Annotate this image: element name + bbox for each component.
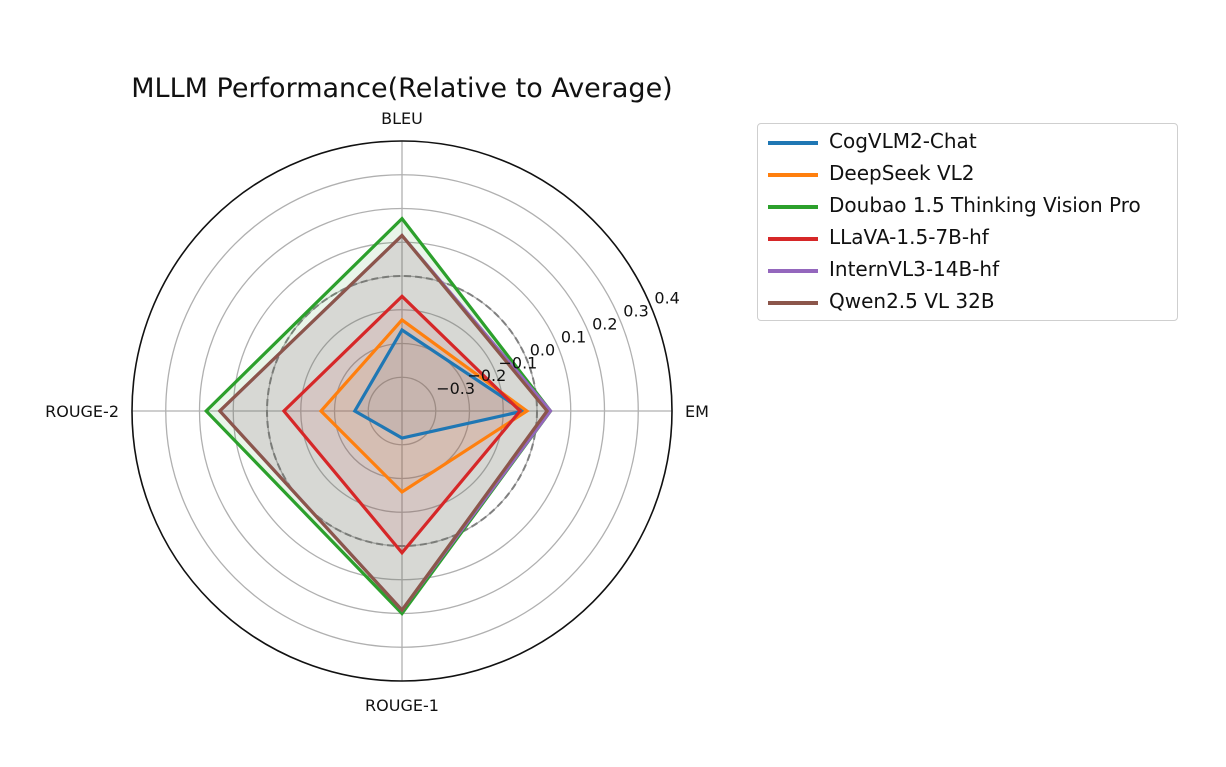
radial-tick-label: 0.2	[592, 315, 617, 334]
legend-label: Doubao 1.5 Thinking Vision Pro	[829, 193, 1141, 217]
radial-tick-label: 0.3	[623, 302, 648, 321]
series-fill	[219, 235, 551, 611]
axis-label: BLEU	[381, 109, 423, 128]
axis-label: ROUGE-2	[45, 402, 119, 421]
series-fill	[206, 218, 551, 614]
series-fill	[219, 235, 548, 611]
legend: CogVLM2-Chat DeepSeek VL2 Doubao 1.5 Think…	[757, 123, 1178, 321]
polar-frame	[131, 140, 673, 682]
series-fill	[354, 330, 524, 438]
chart-title: MLLM Performance(Relative to Average)	[131, 73, 672, 104]
series-line	[217, 233, 550, 613]
series-group	[203, 216, 553, 616]
legend-item: CogVLM2-Chat	[758, 126, 1177, 158]
series-line	[318, 317, 530, 495]
series-fill	[321, 319, 527, 492]
radial-tick-label: 0.4	[654, 289, 679, 308]
legend-label: DeepSeek VL2	[829, 161, 975, 185]
radial-tick-label: 0.0	[530, 340, 555, 359]
legend-swatch	[768, 173, 818, 177]
axis-labels: BLEU EM ROUGE-1 ROUGE-2	[45, 109, 709, 715]
radial-tick-label: 0.1	[561, 327, 586, 346]
axis-label: EM	[685, 402, 709, 421]
series-line	[281, 294, 523, 556]
legend-label: InternVL3-14B-hf	[829, 257, 1000, 281]
legend-swatch	[768, 301, 818, 305]
reference-circle	[266, 275, 538, 547]
radial-tick-label: −0.3	[436, 379, 475, 398]
radial-tick-label: −0.2	[467, 366, 506, 385]
legend-label: CogVLM2-Chat	[829, 129, 977, 153]
series-line	[352, 327, 528, 440]
legend-swatch	[768, 269, 818, 273]
axis-label: ROUGE-1	[365, 696, 439, 715]
radial-tick-label: −0.1	[499, 353, 538, 372]
legend-item: InternVL3-14B-hf	[758, 254, 1177, 286]
legend-item: Doubao 1.5 Thinking Vision Pro	[758, 190, 1177, 222]
series-line	[203, 216, 553, 616]
legend-swatch	[768, 237, 818, 241]
legend-item: DeepSeek VL2	[758, 158, 1177, 190]
legend-label: Qwen2.5 VL 32B	[829, 289, 995, 313]
legend-item: LLaVA-1.5-7B-hf	[758, 222, 1177, 254]
legend-swatch	[768, 205, 818, 209]
legend-label: LLaVA-1.5-7B-hf	[829, 225, 989, 249]
legend-swatch	[768, 141, 818, 145]
radial-ticks: −0.3−0.2−0.10.0 0.1 0.2 0.3 0.4	[436, 289, 680, 398]
legend-item: Qwen2.5 VL 32B	[758, 286, 1177, 318]
series-fill	[283, 296, 521, 553]
